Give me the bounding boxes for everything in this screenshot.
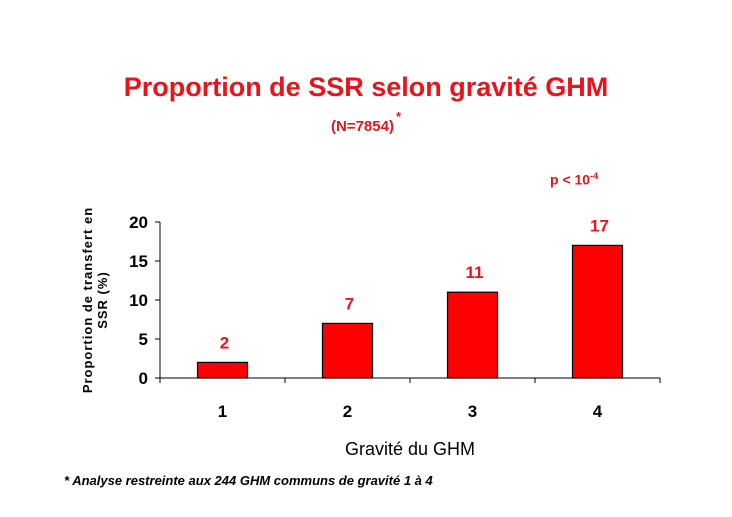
footnote: * Analyse restreinte aux 244 GHM communs… xyxy=(64,473,433,488)
y-tick-label-4: 20 xyxy=(129,213,148,232)
x-tick-label-1: 1 xyxy=(218,402,227,421)
data-label-4: 17 xyxy=(590,216,609,235)
sample-size-text: (N=7854) xyxy=(330,118,394,135)
data-label-2: 7 xyxy=(345,294,354,313)
bar-3 xyxy=(446,291,499,379)
bar-1 xyxy=(196,361,249,379)
chart-subtitle: (N=7854)* xyxy=(0,109,732,135)
y-tick-label-3: 15 xyxy=(129,252,148,271)
y-tick-label-2: 10 xyxy=(129,291,148,310)
y-tick-label-1: 5 xyxy=(139,330,148,349)
bar-4 xyxy=(571,244,624,379)
data-label-3: 11 xyxy=(466,263,484,282)
chart-title: Proportion de SSR selon gravité GHM xyxy=(123,72,609,102)
x-axis-title: Gravité du GHM xyxy=(345,439,475,459)
x-tick-label-3: 3 xyxy=(468,402,477,421)
y-tick-label-0: 0 xyxy=(139,369,148,388)
p-value-text: p < 10 xyxy=(550,171,591,188)
data-label-1: 2 xyxy=(220,333,229,352)
p-value-annotation: p < 10-4 xyxy=(550,171,598,188)
bar-2 xyxy=(321,322,374,379)
p-value-exponent: -4 xyxy=(590,171,599,181)
x-tick-label-4: 4 xyxy=(593,402,603,421)
x-tick-label-2: 2 xyxy=(343,402,352,421)
subtitle-asterisk: * xyxy=(395,109,401,124)
